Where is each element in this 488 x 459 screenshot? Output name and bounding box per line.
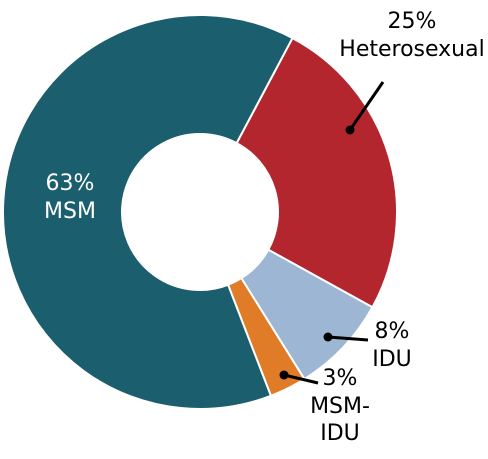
leader-dot [323,332,333,342]
value-label: 8% [375,319,410,344]
value-label: 3% [323,366,358,391]
leader-line [348,81,385,131]
label-line: IDU [320,421,360,446]
label-line: MSM- [310,394,370,419]
category-label: Heterosexual [339,37,484,62]
value-label: 63% [46,171,95,196]
category-label: IDU [372,347,412,372]
leader-line [327,335,369,342]
donut-slice [2,14,294,410]
leader-dot [279,370,289,380]
category-label: MSM [44,199,96,224]
leader-line [283,373,319,385]
category-label: MSM-IDU [310,394,370,446]
value-label: 25% [388,9,437,34]
donut-slice [235,36,398,309]
leader-dot [345,125,355,135]
